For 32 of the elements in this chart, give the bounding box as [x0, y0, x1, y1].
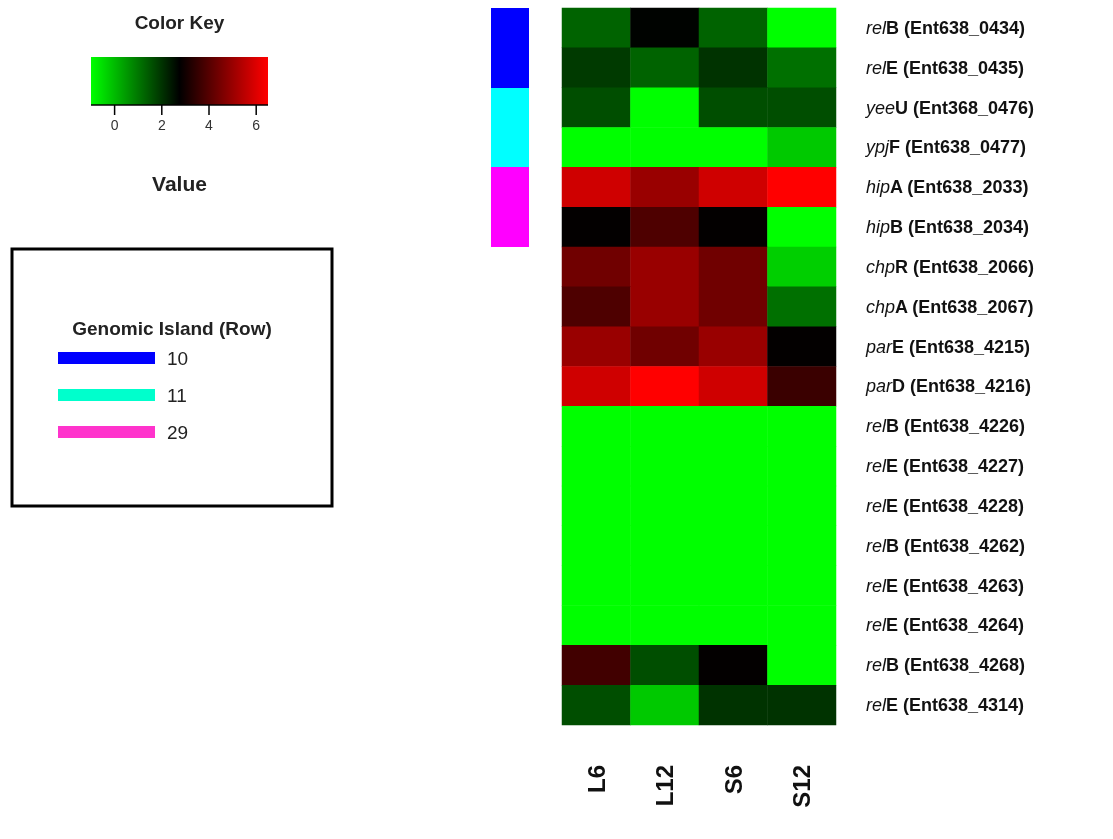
y-tick-label: relB (Ent638_0434)	[866, 17, 1026, 38]
y-tick-label: relE (Ent638_0435)	[866, 57, 1025, 78]
text: 11	[167, 384, 187, 406]
x-tick-label: S12	[788, 765, 816, 808]
color-bar-label: 6	[252, 117, 261, 133]
y-tick-label: relE (Ent638_4263)	[866, 575, 1025, 596]
color-bar-label: 4	[205, 117, 214, 133]
y-tick-label: chpR (Ent638_2066)	[866, 256, 1035, 277]
y-tick-label: yeeU (Ent368_0476)	[864, 97, 1035, 118]
y-tick-label: relB (Ent638_4262)	[866, 535, 1026, 556]
y-tick-label: relB (Ent638_4226)	[866, 416, 1026, 437]
y-tick-label: relE (Ent638_4264)	[866, 615, 1025, 636]
y-tick-label: relB (Ent638_4268)	[866, 655, 1026, 676]
y-tick-label: hipB (Ent638_2034)	[866, 217, 1030, 238]
color-bar-label: 2	[157, 117, 166, 133]
x-tick-label: L6	[582, 765, 610, 794]
x-tick-label: S6	[719, 765, 747, 795]
x-tick-label: L12	[651, 765, 679, 807]
y-tick-label: hipA (Ent638_2033)	[866, 177, 1029, 198]
text: 10	[167, 347, 189, 369]
y-tick-label: relE (Ent638_4227)	[866, 456, 1025, 477]
y-tick-label: chpA (Ent638_2067)	[866, 296, 1034, 317]
y-tick-label: relE (Ent638_4314)	[866, 695, 1025, 716]
color-bar-title: Value	[152, 171, 207, 195]
y-tick-label: ypjF (Ent638_0477)	[864, 137, 1027, 158]
legend-title: Genomic Island (Row)	[72, 317, 272, 339]
y-tick-label: parE (Ent638_4215)	[865, 336, 1031, 357]
color-bar-label: 0	[110, 117, 119, 133]
text: Color Key	[134, 11, 225, 33]
y-tick-label: relE (Ent638_4228)	[866, 495, 1025, 516]
text: 29	[167, 421, 189, 443]
y-tick-label: parD (Ent638_4216)	[865, 376, 1032, 397]
